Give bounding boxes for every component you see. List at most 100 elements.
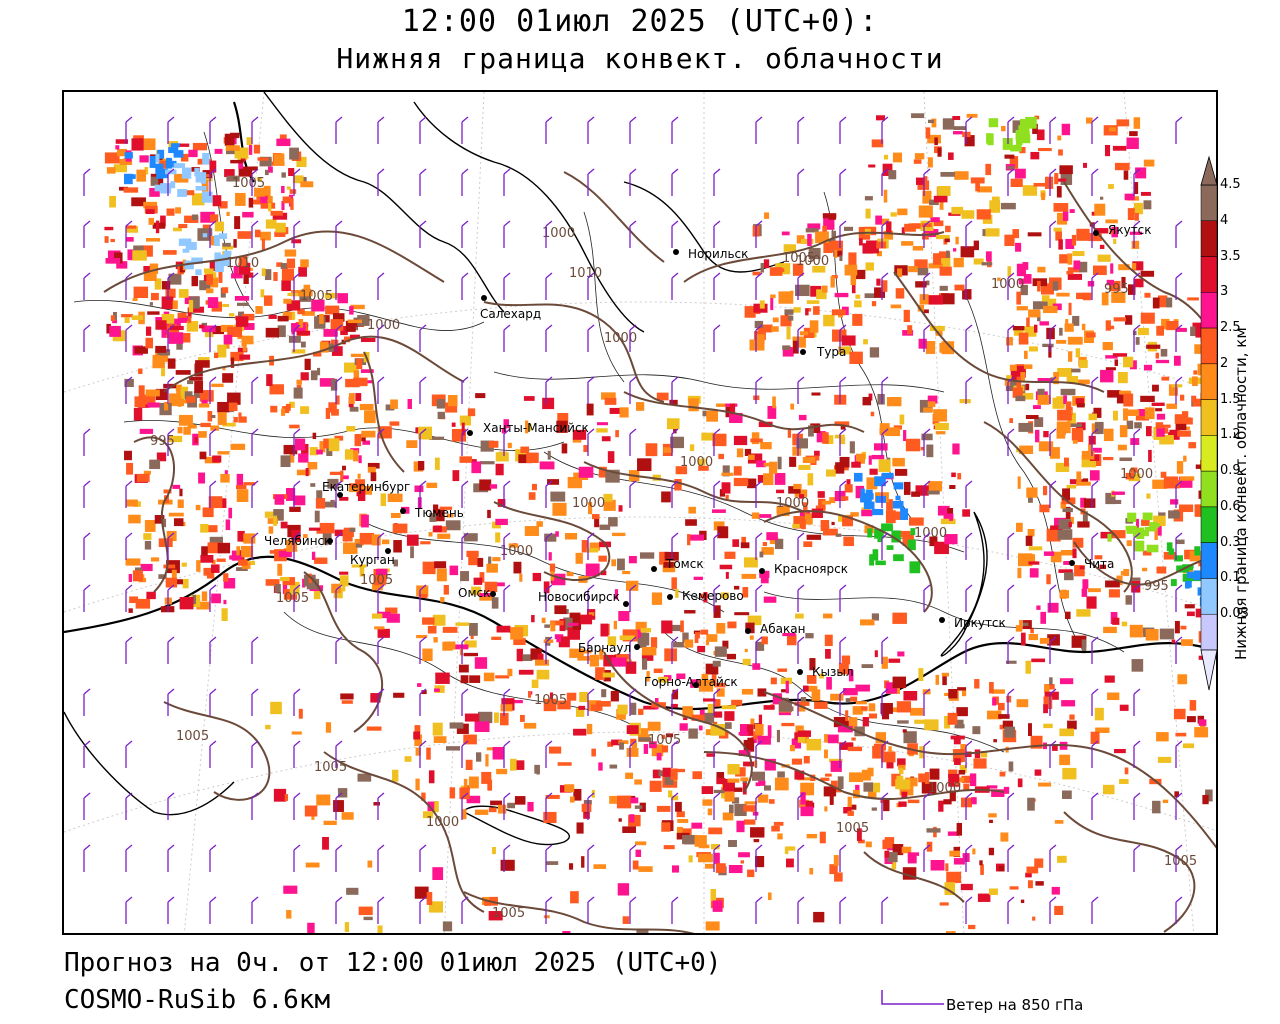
cloud-cell [705,639,710,646]
cloud-cell [191,193,205,206]
cloud-cell [1159,435,1174,445]
cloud-cell [349,334,360,339]
cloud-cell [337,788,348,798]
cloud-cell [1114,359,1119,366]
cloud-cell [937,505,950,516]
cloud-cell [414,734,422,747]
cloud-cell [849,772,863,783]
cloud-cell [277,563,283,576]
wind-barb [1091,116,1099,144]
cloud-cell [1175,327,1187,332]
wind-barb [377,844,385,872]
cloud-cell [937,147,942,157]
wind-barb [713,168,721,196]
cloud-cell [940,171,955,177]
cloud-cell [296,384,302,389]
cloud-cell [705,921,720,931]
wind-barb [629,844,637,872]
cloud-cell [1025,116,1037,129]
cloud-cell [985,163,992,176]
cloud-cell [125,558,141,566]
cloud-cell [868,713,878,719]
cloud-cell [221,608,228,621]
cloud-cell [972,726,981,735]
cloud-cell [319,314,324,324]
cloud-cell [714,852,720,865]
cloud-cell [566,571,574,577]
cloud-cell [274,494,285,505]
cloud-cell [1044,691,1059,700]
cloud-cell [422,811,434,819]
cloud-cell [649,741,657,749]
cloud-cell [761,547,774,555]
cloud-cell [833,249,843,257]
cloud-cell [288,168,295,177]
cloud-cell [418,426,433,440]
cloud-cell [1038,147,1052,152]
cloud-cell [698,725,703,731]
cloud-cell [135,598,151,609]
cloud-cell [260,231,271,241]
cloud-cell [1059,165,1073,175]
cloud-cell [707,808,713,816]
cloud-cell [244,323,255,330]
cloud-cell [893,554,904,562]
wind-barb [293,688,301,716]
cloud-cell [191,257,203,264]
cloud-cell [314,557,328,564]
cloud-cell [518,454,533,464]
cloud-cell [751,512,760,519]
cloud-cell [113,252,123,264]
cloud-cell [531,679,539,688]
cloud-cell [898,768,904,775]
city-marker [467,430,473,436]
cloud-cell [865,489,873,499]
cloud-cell [626,725,639,735]
cloud-cell [1111,491,1125,495]
cloud-cell [956,719,964,729]
cloud-cell [1125,525,1138,531]
cloud-cell [357,773,372,782]
wind-barb [671,896,679,924]
cloud-cell [428,901,444,913]
cloud-cell [745,622,755,634]
wind-barb [377,532,385,560]
cloud-cell [376,568,388,576]
wind-barb [839,220,847,248]
city-label: Чита [1084,557,1114,571]
cloud-cell [275,222,286,233]
cloud-cell [1067,267,1081,273]
cloud-cell [1024,326,1037,337]
cloud-cell [929,536,938,547]
cloud-cell [1055,231,1062,241]
cloud-cell [899,785,914,796]
cloud-cell [168,147,179,154]
cloud-cell [1177,430,1191,437]
cloud-cell [144,519,156,532]
cloud-cell [787,427,792,438]
cloud-cell [937,186,951,196]
cloud-cell [1034,324,1038,333]
cloud-cell [960,246,975,258]
cloud-cell [109,196,116,208]
cloud-cell [671,795,679,801]
cloud-cell [763,462,777,467]
cloud-cell [433,801,439,813]
cloud-cell [1016,699,1029,708]
cloud-cell [632,860,639,870]
cloud-cell [911,113,925,119]
cloud-cell [610,690,619,702]
cloud-cell [194,363,203,377]
cloud-cell [1192,322,1208,327]
isobar-label: 1005 [276,591,309,606]
cloud-cell [284,794,289,801]
cloud-cell [659,551,669,565]
cloud-cell [341,812,354,820]
cloud-cell [359,403,374,411]
cloud-cell [289,147,299,160]
cloud-cell [898,801,907,807]
cloud-cell [360,369,374,373]
wind-barb [881,688,889,716]
cloud-cell [128,608,133,613]
cloud-cell [459,415,472,426]
